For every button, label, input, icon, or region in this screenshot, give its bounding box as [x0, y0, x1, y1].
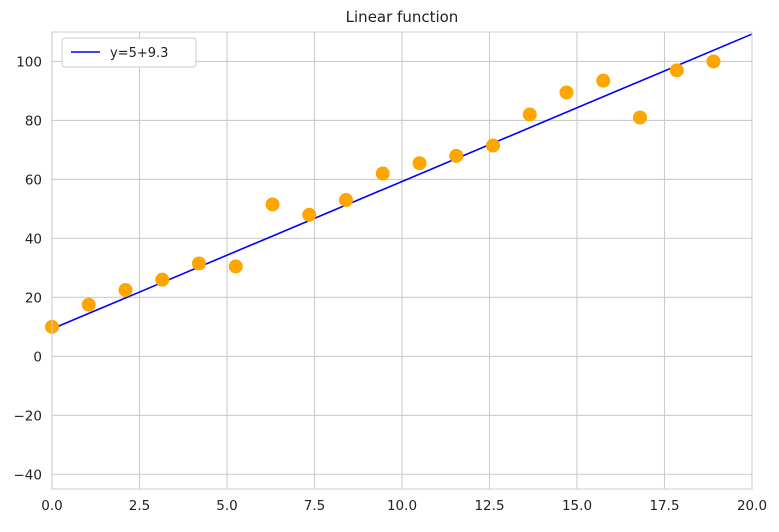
y-tick-label: 60 — [25, 172, 42, 188]
data-point — [706, 54, 721, 69]
x-tick-label: 7.5 — [304, 498, 325, 514]
data-point — [228, 259, 243, 274]
x-tick-label: 2.5 — [129, 498, 150, 514]
plot-frame — [51, 31, 753, 490]
data-point — [81, 297, 96, 312]
data-point — [118, 282, 133, 297]
data-point — [596, 73, 611, 88]
y-axis-ticks: −40 −20 0 20 40 60 80 100 — [14, 54, 43, 483]
y-tick-label: −40 — [14, 467, 43, 483]
y-tick-label: 100 — [16, 54, 42, 70]
x-tick-label: 10.0 — [387, 498, 417, 514]
x-tick-label: 12.5 — [474, 498, 504, 514]
data-point — [449, 148, 464, 163]
data-point — [486, 138, 500, 153]
x-tick-label: 15.0 — [562, 498, 592, 514]
x-axis-ticks: 0.0 2.5 5.0 7.5 10.0 12.5 15.0 17.5 20.0 — [41, 498, 767, 514]
legend-box — [61, 37, 197, 68]
x-tick-label: 20.0 — [737, 498, 767, 514]
y-tick-label: 40 — [25, 231, 42, 247]
points-layer — [45, 54, 721, 334]
legend-label: y=5+9.3 — [110, 46, 168, 61]
data-point — [155, 272, 170, 287]
x-tick-label: 0.0 — [41, 498, 62, 514]
data-point — [559, 85, 574, 100]
data-point — [412, 156, 427, 171]
data-point — [669, 63, 684, 78]
chart-title: Linear function — [346, 8, 459, 26]
data-point — [265, 197, 280, 212]
data-point — [192, 256, 206, 271]
y-tick-label: 80 — [25, 113, 42, 129]
data-point — [633, 110, 647, 125]
data-point — [339, 193, 353, 208]
x-tick-label: 5.0 — [216, 498, 237, 514]
legend: y=5+9.3 — [61, 37, 197, 68]
y-tick-label: 0 — [33, 349, 42, 365]
data-point — [522, 107, 537, 122]
x-tick-label: 17.5 — [649, 498, 679, 514]
data-point — [302, 207, 317, 222]
y-tick-label: 20 — [25, 290, 42, 306]
data-point — [375, 166, 390, 181]
y-tick-label: −20 — [14, 408, 43, 424]
